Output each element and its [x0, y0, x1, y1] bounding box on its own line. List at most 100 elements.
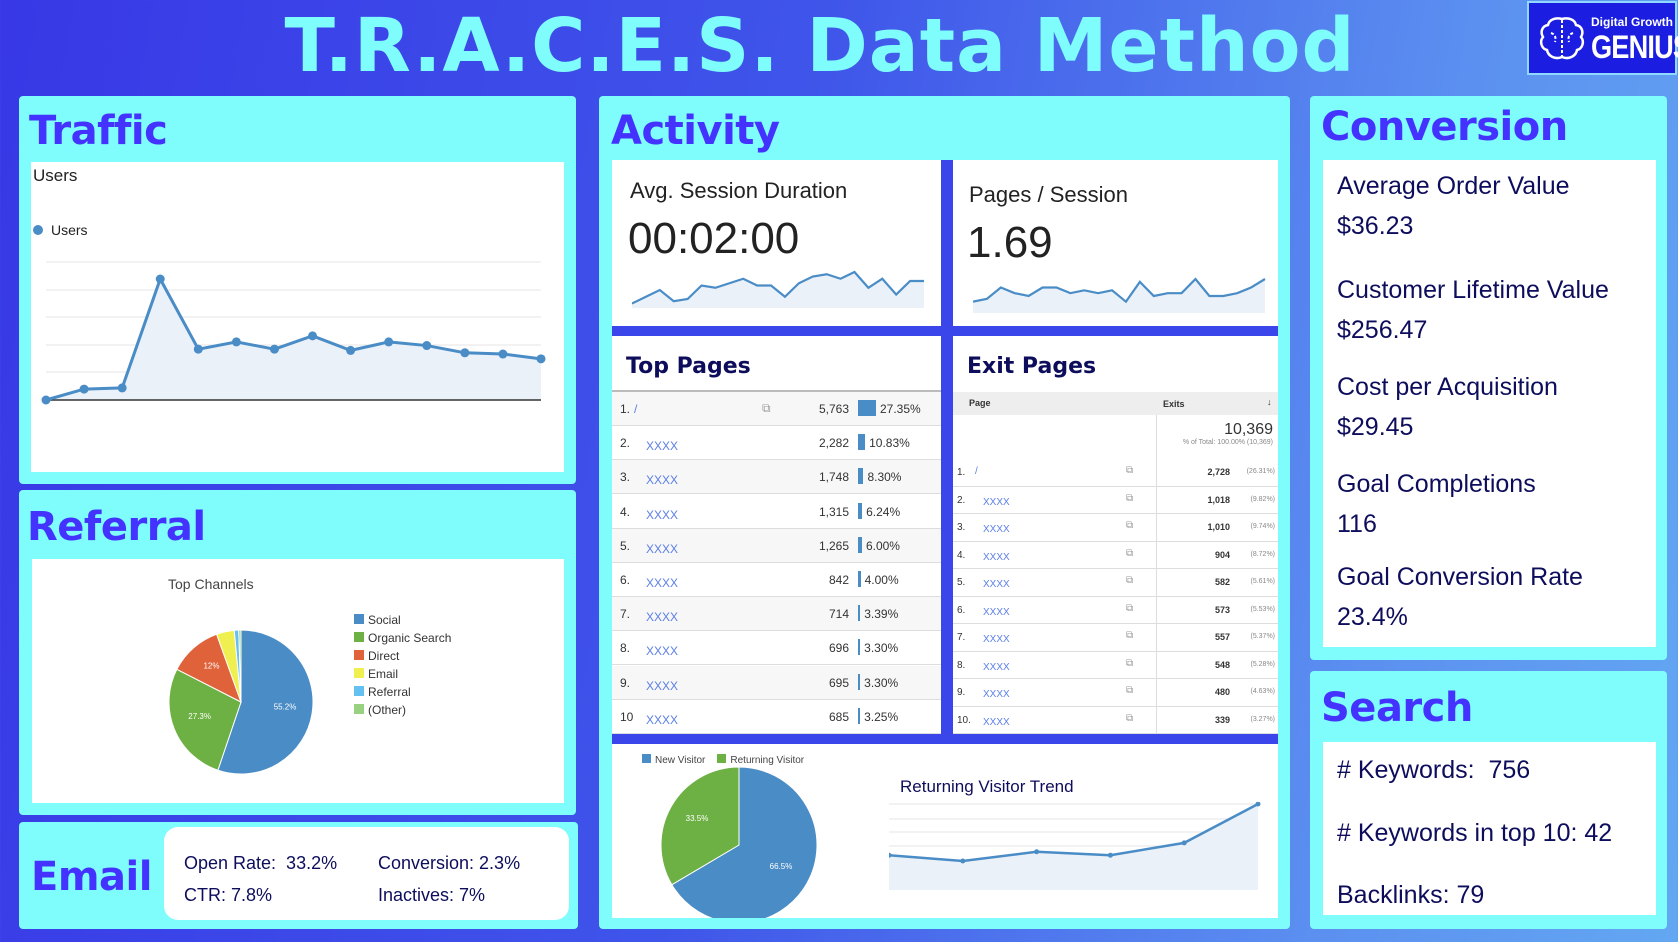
- table-row[interactable]: 3. XXXX 1,748 8.30%: [612, 460, 941, 495]
- row-views: 696: [828, 641, 849, 656]
- page-link[interactable]: XXXX: [646, 576, 679, 590]
- table-row[interactable]: 3. XXXX ⧉ 1,010 (9.74%): [953, 514, 1278, 542]
- total-note: % of Total: 100.00% (10,369): [1182, 439, 1273, 446]
- data-point[interactable]: [117, 383, 127, 393]
- data-point[interactable]: [308, 331, 318, 341]
- page-link[interactable]: /: [975, 466, 978, 477]
- metric-label: Cost per Acquisition: [1337, 373, 1558, 401]
- data-point[interactable]: [498, 349, 508, 359]
- open-page-icon[interactable]: ⧉: [762, 401, 771, 415]
- area-fill: [46, 279, 541, 400]
- col-exits[interactable]: Exits: [1163, 399, 1185, 409]
- pie-slice-new-visitor[interactable]: [671, 766, 818, 918]
- open-page-icon[interactable]: ⧉: [1126, 712, 1134, 724]
- referral-chart: Top Channels 55.2% 27.3% 12% Social Organic…: [32, 559, 564, 803]
- row-pct: (4.63%): [1250, 688, 1275, 695]
- data-point[interactable]: [384, 337, 394, 347]
- data-point[interactable]: [1255, 802, 1261, 807]
- table-row[interactable]: 7. XXXX ⧉ 557 (5.37%): [953, 624, 1278, 652]
- data-point[interactable]: [346, 345, 356, 355]
- table-row[interactable]: 9. XXXX 695 3.30%: [612, 665, 941, 700]
- open-page-icon[interactable]: ⧉: [1126, 575, 1134, 586]
- legend-item: (Other): [354, 703, 451, 721]
- data-point[interactable]: [1034, 849, 1040, 855]
- data-point[interactable]: [231, 337, 241, 347]
- exit-pages-title: Exit Pages: [967, 354, 1097, 379]
- data-point[interactable]: [460, 348, 470, 358]
- open-page-icon[interactable]: ⧉: [1126, 630, 1134, 641]
- pie-slice-social[interactable]: [217, 629, 314, 775]
- table-row[interactable]: 2. XXXX ⧉ 1,018 (9.82%): [953, 487, 1278, 514]
- data-point[interactable]: [41, 395, 51, 405]
- pie-slice-returning-visitor[interactable]: [660, 766, 740, 886]
- brain-icon: [1539, 17, 1585, 60]
- row-exits: 904: [1214, 549, 1230, 560]
- page-link[interactable]: XXXX: [983, 716, 1010, 728]
- area-fill: [889, 804, 1258, 890]
- page-link[interactable]: XXXX: [646, 507, 679, 522]
- legend-swatch: [354, 704, 364, 714]
- page-link[interactable]: XXXX: [646, 439, 679, 454]
- sort-desc-icon[interactable]: ↓: [1267, 397, 1272, 407]
- data-point[interactable]: [193, 344, 203, 354]
- row-pct: (9.74%): [1250, 523, 1275, 530]
- metric-label: Goal Completions: [1337, 470, 1536, 498]
- page-link[interactable]: XXXX: [646, 678, 679, 693]
- page-link[interactable]: XXXX: [646, 473, 679, 488]
- table-row[interactable]: 8. XXXX 696 3.30%: [612, 631, 941, 666]
- row-rank: 5.: [620, 538, 631, 553]
- page-link[interactable]: XXXX: [983, 496, 1010, 508]
- table-row[interactable]: 4. XXXX 1,315 6.24%: [612, 494, 941, 529]
- page-link[interactable]: XXXX: [983, 551, 1010, 563]
- col-page[interactable]: Page: [969, 398, 991, 408]
- page-link[interactable]: XXXX: [646, 644, 679, 659]
- page-link[interactable]: XXXX: [983, 634, 1010, 645]
- ctr: CTR: 7.8%: [184, 885, 273, 905]
- row-pct: 4.00%: [864, 573, 899, 587]
- open-page-icon[interactable]: ⧉: [1126, 685, 1134, 696]
- data-point[interactable]: [1181, 840, 1187, 846]
- page-link[interactable]: XXXX: [983, 661, 1010, 673]
- data-point[interactable]: [422, 341, 432, 351]
- data-point[interactable]: [155, 274, 165, 284]
- row-exits: 1,018: [1207, 494, 1230, 505]
- data-point[interactable]: [269, 344, 279, 354]
- data-point[interactable]: [79, 384, 89, 394]
- pie-slice-other[interactable]: [238, 629, 242, 703]
- data-point[interactable]: [536, 354, 546, 364]
- open-page-icon[interactable]: ⧉: [1126, 465, 1134, 476]
- table-row[interactable]: 7. XXXX 714 3.39%: [612, 597, 941, 632]
- page-link[interactable]: XXXX: [983, 579, 1010, 590]
- data-point[interactable]: [889, 852, 892, 858]
- table-row[interactable]: 5. XXXX 1,265 6.00%: [612, 528, 941, 563]
- page-link[interactable]: XXXX: [983, 689, 1010, 700]
- table-row[interactable]: 4. XXXX ⧉ 904 (8.72%): [953, 542, 1278, 569]
- table-row[interactable]: 2. XXXX 2,282 10.83%: [612, 426, 941, 461]
- page-link[interactable]: XXXX: [983, 524, 1010, 535]
- open-page-icon[interactable]: ⧉: [1126, 602, 1134, 614]
- table-row[interactable]: 5. XXXX ⧉ 582 (5.61%): [953, 569, 1278, 597]
- page-link[interactable]: XXXX: [646, 610, 679, 625]
- open-page-icon[interactable]: ⧉: [1126, 492, 1134, 504]
- data-point[interactable]: [1107, 852, 1113, 858]
- open-page-icon[interactable]: ⧉: [1126, 657, 1134, 669]
- table-row[interactable]: 8. XXXX ⧉ 548 (5.28%): [953, 652, 1278, 679]
- row-rank: 5.: [957, 577, 966, 588]
- legend-label: Referral: [368, 685, 411, 699]
- open-page-icon[interactable]: ⧉: [1126, 520, 1134, 531]
- page-link[interactable]: XXXX: [646, 541, 679, 556]
- open-page-icon[interactable]: ⧉: [1126, 547, 1134, 559]
- table-row[interactable]: 10. XXXX ⧉ 339 (3.27%): [953, 707, 1278, 734]
- table-row[interactable]: 1. / ⧉ 2,728 (26.31%): [953, 459, 1278, 487]
- data-point[interactable]: [960, 858, 966, 864]
- table-row[interactable]: 9. XXXX ⧉ 480 (4.63%): [953, 679, 1278, 707]
- table-row[interactable]: 6. XXXX 842 4.00%: [612, 563, 941, 597]
- page-link[interactable]: XXXX: [983, 606, 1010, 618]
- page-link[interactable]: XXXX: [646, 712, 679, 727]
- table-row[interactable]: 10 XXXX 685 3.25%: [612, 699, 941, 734]
- page-link[interactable]: /: [634, 402, 638, 416]
- share-bar: [858, 468, 864, 485]
- table-row[interactable]: 1. / ⧉ 5,763 27.35%: [612, 392, 941, 426]
- table-row[interactable]: 6. XXXX ⧉ 573 (5.53%): [953, 597, 1278, 624]
- pie-slice-organic-search[interactable]: [168, 668, 242, 771]
